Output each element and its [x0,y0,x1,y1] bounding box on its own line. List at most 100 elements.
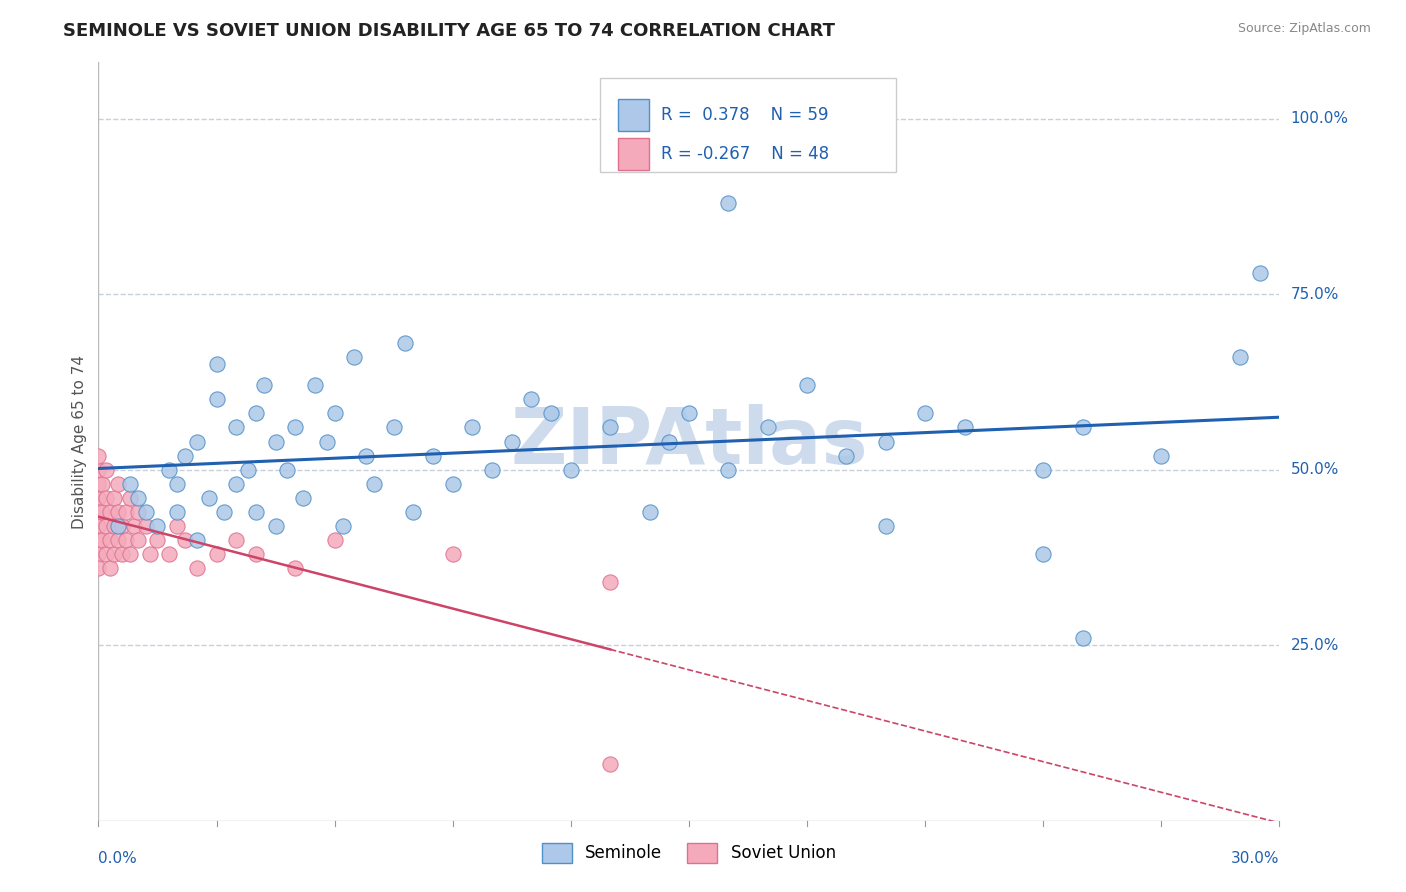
Text: ZIPAtlas: ZIPAtlas [510,403,868,480]
Text: R = -0.267    N = 48: R = -0.267 N = 48 [661,145,828,163]
Point [98,505,121,519]
Point [717,462,740,476]
Point [91,505,114,519]
Point [87,533,110,547]
Point [96,518,118,533]
Text: R =  0.378    N = 59: R = 0.378 N = 59 [661,106,828,124]
Point [91,533,114,547]
Point [87,547,110,561]
Y-axis label: Disability Age 65 to 74: Disability Age 65 to 74 [72,354,87,529]
Point [540,407,562,421]
Point [225,533,247,547]
Point [107,533,129,547]
Point [1071,631,1094,645]
Point [461,420,484,434]
Text: 50.0%: 50.0% [1291,462,1339,477]
Point [658,434,681,449]
Point [914,407,936,421]
Point [394,336,416,351]
Point [953,420,976,434]
Point [87,518,110,533]
Point [245,505,267,519]
Point [332,518,354,533]
Point [146,518,169,533]
Point [599,574,621,589]
Legend: Seminole, Soviet Union: Seminole, Soviet Union [536,837,842,869]
Point [186,533,208,547]
Point [157,547,180,561]
Text: 0.0%: 0.0% [98,851,138,866]
Point [96,547,118,561]
Point [87,491,110,505]
Point [315,434,337,449]
Point [560,462,582,476]
FancyBboxPatch shape [619,138,648,170]
Point [122,518,145,533]
Point [214,505,236,519]
Point [118,476,141,491]
Point [1071,420,1094,434]
Point [186,561,208,575]
Point [245,547,267,561]
Point [87,449,110,463]
Point [166,505,188,519]
Point [166,476,188,491]
Point [115,505,138,519]
Point [276,462,298,476]
Point [323,407,346,421]
Point [875,434,897,449]
Point [107,476,129,491]
Point [304,378,326,392]
FancyBboxPatch shape [600,78,896,172]
Point [1249,266,1271,280]
Point [138,547,160,561]
Point [107,518,129,533]
Point [186,434,208,449]
Point [98,561,121,575]
Point [96,491,118,505]
Point [127,491,149,505]
Point [111,518,134,533]
Text: 30.0%: 30.0% [1232,851,1279,866]
Point [157,462,180,476]
Point [501,434,523,449]
Point [236,462,259,476]
Point [678,407,700,421]
Point [284,561,307,575]
Point [118,491,141,505]
Point [343,351,366,365]
Point [402,505,425,519]
Point [284,420,307,434]
Point [756,420,779,434]
Point [253,378,276,392]
Point [91,476,114,491]
Point [717,195,740,210]
Point [363,476,385,491]
Point [638,505,661,519]
Point [118,547,141,561]
Point [98,533,121,547]
Text: 100.0%: 100.0% [1291,112,1348,126]
Point [146,533,169,547]
Point [323,533,346,547]
Point [127,505,149,519]
Text: Source: ZipAtlas.com: Source: ZipAtlas.com [1237,22,1371,36]
Point [87,505,110,519]
Point [599,757,621,772]
Text: 75.0%: 75.0% [1291,286,1339,301]
FancyBboxPatch shape [619,99,648,130]
Point [115,533,138,547]
Point [96,462,118,476]
Point [441,547,464,561]
Point [87,561,110,575]
Point [796,378,818,392]
Text: 25.0%: 25.0% [1291,638,1339,653]
Point [135,505,157,519]
Point [481,462,503,476]
Point [382,420,405,434]
Point [87,476,110,491]
Point [441,476,464,491]
Point [1032,462,1054,476]
Point [135,518,157,533]
Point [422,449,444,463]
